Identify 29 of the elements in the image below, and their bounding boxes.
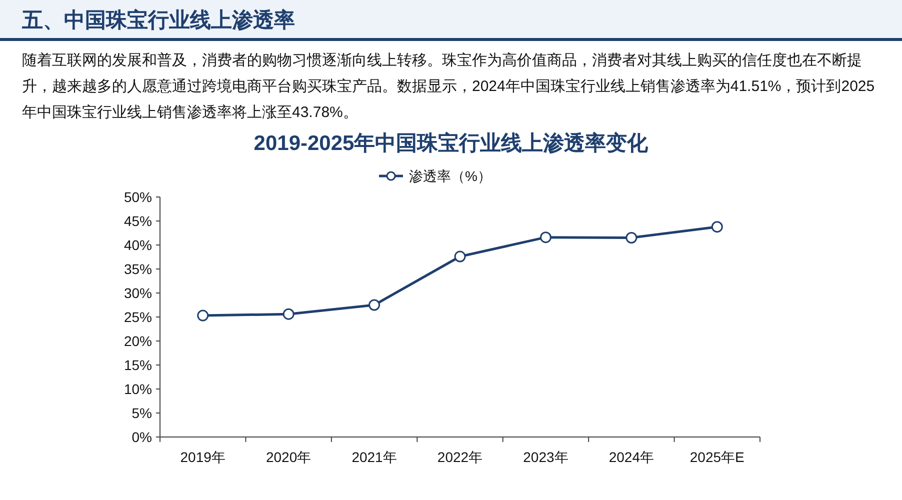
y-tick-label: 35% bbox=[124, 261, 152, 277]
y-tick-label: 25% bbox=[124, 309, 152, 325]
x-tick-label: 2024年 bbox=[608, 449, 654, 465]
text: 随着互联网的发展和普及，消费者的购物习惯逐渐向线上转移。珠宝作为高价值商品，消费者对其线上购买的信任度也在不断提升，越来越多的人愿意通过跨境电商平台购买珠宝产品。数据显示，2024年中国珠宝行业线上销售渗透率为41.51%，预计到2025年中国珠宝行业线上销售渗透率将上涨至43.78%。 bbox=[22, 51, 876, 123]
x-tick-label: 2020年 bbox=[266, 449, 312, 465]
y-tick-label: 10% bbox=[124, 381, 152, 397]
y-tick-label: 30% bbox=[124, 285, 152, 301]
y-tick-label: 50% bbox=[124, 189, 152, 205]
chart-title: 五、中国珠宝行业线上渗透率 bbox=[22, 8, 295, 34]
y-tick-label: 5% bbox=[132, 405, 152, 421]
x-tick-label: 2022年 bbox=[437, 449, 483, 465]
chart-subtitle: 2019-2025年中国珠宝行业线上渗透率变化 bbox=[254, 131, 650, 155]
y-tick-label: 15% bbox=[124, 357, 152, 373]
point bbox=[454, 250, 466, 262]
point bbox=[368, 299, 380, 311]
y-tick-label: 20% bbox=[124, 333, 152, 349]
point bbox=[711, 221, 723, 233]
x-tick-label: 2019年 bbox=[180, 449, 226, 465]
point bbox=[197, 310, 209, 322]
x-tick-label: 2025年E bbox=[690, 449, 744, 465]
y-tick-label: 45% bbox=[124, 213, 152, 229]
x-tick-label: 2021年 bbox=[352, 449, 397, 465]
point bbox=[540, 232, 552, 244]
legend-label: 渗透率（%） bbox=[409, 168, 492, 184]
point bbox=[626, 232, 638, 244]
x-tick-label: 2023年 bbox=[523, 449, 568, 465]
y-tick-label: 40% bbox=[124, 237, 152, 253]
point bbox=[282, 308, 294, 320]
y-tick-label: 0% bbox=[132, 429, 152, 445]
